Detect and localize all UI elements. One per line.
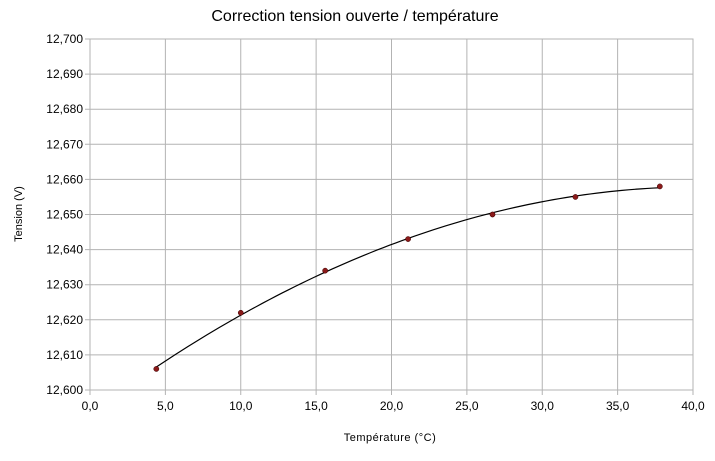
y-tick-label: 12,680 xyxy=(46,102,83,116)
y-tick-label: 12,650 xyxy=(46,208,83,222)
y-tick-label: 12,640 xyxy=(46,243,83,257)
y-tick-label: 12,620 xyxy=(46,313,83,327)
x-tick-label: 5,0 xyxy=(157,399,174,413)
y-tick-label: 12,660 xyxy=(46,172,83,186)
data-point xyxy=(572,194,579,200)
x-tick-label: 10,0 xyxy=(229,399,253,413)
data-point xyxy=(237,309,244,316)
y-tick-label: 12,600 xyxy=(46,383,83,397)
chart-title: Correction tension ouverte / température xyxy=(211,8,498,25)
y-tick-label: 12,670 xyxy=(46,137,83,151)
y-tick-label: 12,630 xyxy=(46,278,83,292)
data-point xyxy=(405,236,411,242)
plot-area xyxy=(89,38,694,391)
grid-lines xyxy=(85,38,694,395)
x-axis-label: Température (°C) xyxy=(344,432,436,444)
y-tick-label: 12,690 xyxy=(46,67,83,81)
x-tick-label: 35,0 xyxy=(606,399,630,413)
y-tick-label: 12,610 xyxy=(46,348,83,362)
x-tick-label: 20,0 xyxy=(380,399,404,413)
y-axis-ticks: 12,600 12,610 12,620 12,630 12,640 12,650 12,6… xyxy=(46,32,83,397)
x-tick-label: 15,0 xyxy=(304,399,328,413)
data-points xyxy=(153,183,663,372)
data-point xyxy=(153,366,160,372)
x-tick-label: 25,0 xyxy=(455,399,479,413)
data-point xyxy=(656,183,663,190)
x-tick-label: 40,0 xyxy=(681,399,705,413)
y-axis-label: Tension (V) xyxy=(13,186,25,242)
y-tick-label: 12,700 xyxy=(46,32,83,46)
data-point xyxy=(489,211,496,218)
x-axis-ticks: 0,0 5,0 10,0 15,0 20,0 25,0 30,0 35,0 40,0 xyxy=(82,399,705,413)
data-point xyxy=(322,267,329,274)
x-tick-label: 30,0 xyxy=(531,399,555,413)
x-tick-label: 0,0 xyxy=(82,399,99,413)
